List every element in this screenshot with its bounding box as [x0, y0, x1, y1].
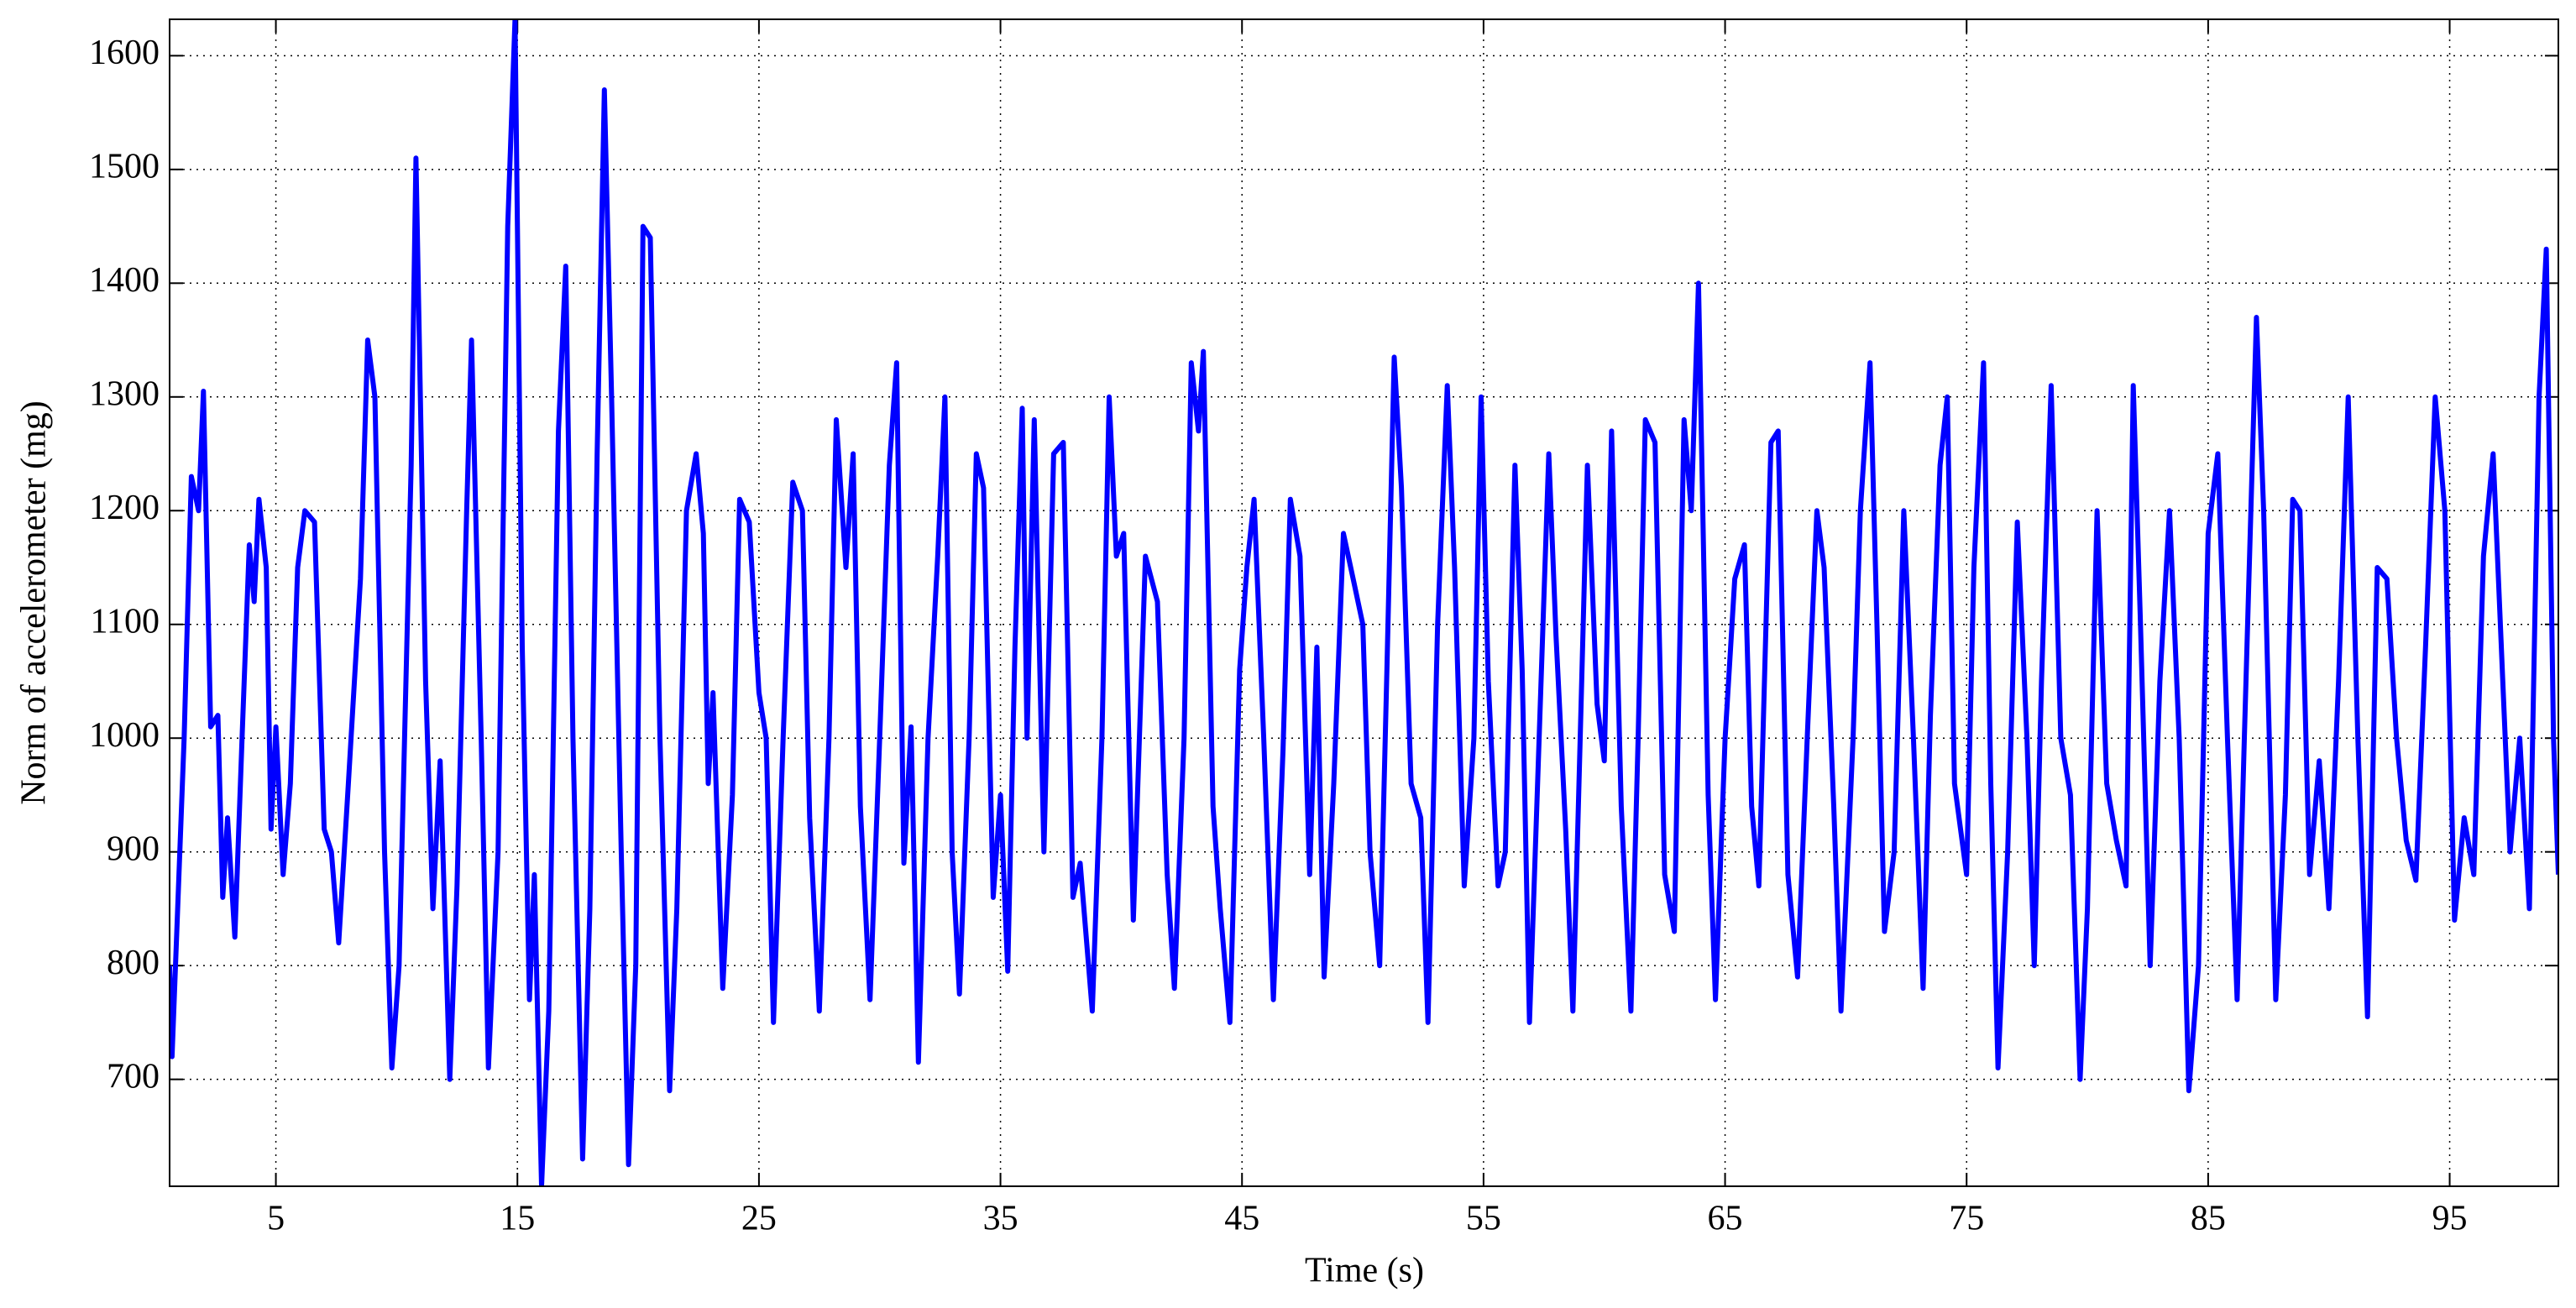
x-tick-label: 5 — [267, 1200, 285, 1238]
plot-frame — [169, 18, 2559, 1187]
y-axis-label: Norm of accelerometer (mg) — [15, 400, 54, 805]
x-tick-label: 25 — [741, 1200, 777, 1238]
y-tick-label: 1500 — [89, 147, 160, 186]
y-tick-label: 900 — [107, 829, 160, 868]
x-tick-label: 35 — [983, 1200, 1018, 1238]
y-tick-label: 700 — [107, 1057, 160, 1096]
y-tick-label: 1300 — [89, 374, 160, 413]
y-tick-label: 1100 — [91, 602, 160, 641]
x-tick-label: 15 — [500, 1200, 535, 1238]
y-tick-label: 1400 — [89, 261, 160, 300]
y-tick-label: 1000 — [89, 716, 160, 755]
x-tick-label: 65 — [1708, 1200, 1743, 1238]
plot-area — [170, 19, 2558, 1186]
x-tick-label: 85 — [2191, 1200, 2226, 1238]
x-tick-label: 55 — [1466, 1200, 1501, 1238]
x-axis-label: Time (s) — [1305, 1252, 1424, 1290]
x-tick-label: 45 — [1224, 1200, 1259, 1238]
y-tick-label: 1600 — [89, 34, 160, 72]
x-tick-label: 75 — [1949, 1200, 1984, 1238]
data-line — [170, 19, 2558, 1186]
y-tick-label: 800 — [107, 944, 160, 982]
y-tick-label: 1200 — [89, 489, 160, 527]
x-tick-label: 95 — [2432, 1200, 2468, 1238]
